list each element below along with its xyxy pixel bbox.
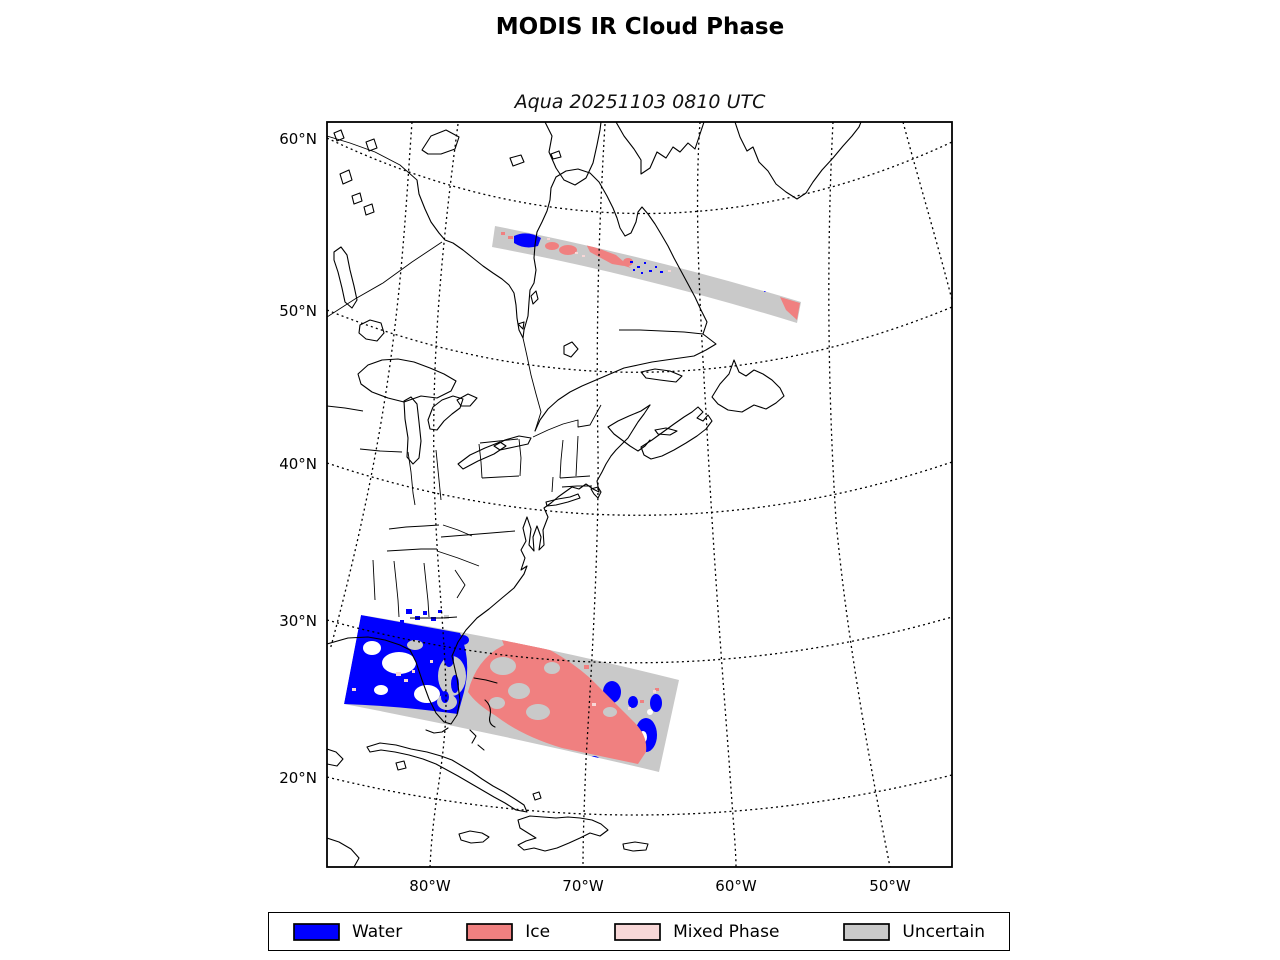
parallel-40n	[327, 461, 952, 516]
lat-tick-60n: 60°N	[279, 130, 317, 148]
meridian-60w	[696, 122, 737, 867]
meridian-90w	[329, 122, 413, 651]
meridian-50w	[828, 122, 891, 867]
legend-label-water: Water	[352, 921, 403, 942]
legend-label-ice: Ice	[525, 921, 551, 942]
parallel-60n	[327, 137, 952, 215]
south-swath-outliers	[400, 609, 442, 623]
meridian-80w	[429, 123, 459, 867]
lat-tick-30n: 30°N	[279, 612, 317, 630]
lat-tick-20n: 20°N	[279, 769, 317, 787]
mixed-phase-swatch-icon	[614, 922, 661, 941]
legend-item-mixed-phase: Mixed Phase	[614, 922, 779, 942]
legend-label-uncertain: Uncertain	[902, 921, 985, 942]
ice-swatch-icon	[466, 922, 514, 941]
graticule	[327, 122, 952, 867]
south-swath-outlier-gray	[444, 615, 449, 619]
legend-item-uncertain: Uncertain	[843, 922, 985, 942]
plot-subtitle: Aqua 20251103 0810 UTC	[514, 91, 766, 113]
political-borders	[327, 135, 704, 619]
water-swatch-icon	[293, 922, 340, 941]
page-title: MODIS IR Cloud Phase	[495, 14, 785, 40]
map-frame	[326, 121, 953, 868]
meridian-40w	[902, 122, 952, 301]
lon-tick-70w: 70°W	[562, 877, 604, 895]
legend-item-ice: Ice	[466, 922, 550, 942]
south-swath-ice-gaps	[489, 657, 617, 720]
parallel-50n	[327, 306, 952, 373]
legend-item-water: Water	[293, 922, 402, 942]
uncertain-swatch-icon	[843, 922, 891, 941]
y-axis-ticks: 60°N 50°N 40°N 30°N 20°N	[279, 130, 317, 787]
lat-tick-50n: 50°N	[279, 302, 317, 320]
lat-tick-40n: 40°N	[279, 455, 317, 473]
x-axis-ticks: 80°W 70°W 60°W 50°W	[409, 877, 911, 895]
lon-tick-60w: 60°W	[715, 877, 757, 895]
north-swath-ice	[501, 232, 800, 320]
parallel-30n	[327, 616, 952, 664]
lon-tick-80w: 80°W	[409, 877, 451, 895]
south-swath-water-fingers	[441, 635, 469, 703]
north-swath	[492, 226, 801, 323]
north-swath-water	[514, 233, 766, 292]
lon-tick-50w: 50°W	[869, 877, 911, 895]
coastlines	[327, 122, 862, 867]
legend: Water Ice Mixed Phase Uncertain	[268, 912, 1010, 951]
south-swath	[344, 615, 679, 772]
legend-label-mixed-phase: Mixed Phase	[673, 921, 780, 942]
south-swath-mixed	[352, 660, 656, 710]
north-swath-mixed	[547, 238, 671, 272]
parallel-20n	[327, 774, 952, 816]
